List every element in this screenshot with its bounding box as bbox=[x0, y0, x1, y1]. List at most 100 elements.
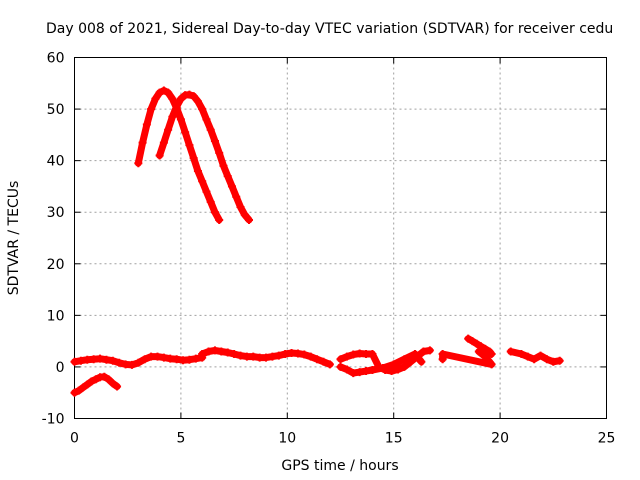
series-trace bbox=[156, 91, 253, 224]
y-tick-label: 50 bbox=[47, 102, 65, 118]
data-point-marker bbox=[523, 352, 532, 361]
x-tick-label: 15 bbox=[385, 431, 403, 447]
data-point-marker bbox=[313, 355, 322, 364]
x-tick-label: 20 bbox=[491, 431, 509, 447]
y-tick-label: 20 bbox=[47, 257, 65, 273]
data-point-marker bbox=[223, 348, 232, 357]
data-point-marker bbox=[102, 355, 111, 364]
data-point-marker bbox=[70, 388, 79, 397]
series-arc-1 bbox=[134, 86, 224, 224]
series-baseline-a bbox=[70, 352, 207, 369]
data-point-marker bbox=[368, 350, 377, 359]
data-point-marker bbox=[155, 151, 164, 160]
data-point-marker bbox=[336, 362, 345, 371]
data-point-marker bbox=[83, 380, 92, 389]
series-baseline-e bbox=[438, 334, 496, 369]
y-tick-label: 10 bbox=[47, 308, 65, 324]
data-point-marker bbox=[189, 154, 198, 163]
data-point-marker bbox=[176, 94, 185, 103]
data-point-marker bbox=[159, 86, 168, 95]
data-point-marker bbox=[168, 94, 177, 103]
data-point-marker bbox=[153, 352, 162, 361]
data-point-marker bbox=[400, 362, 409, 371]
plot-frame bbox=[74, 57, 607, 419]
data-point-marker bbox=[138, 138, 147, 147]
series-baseline-b bbox=[198, 346, 334, 369]
data-point-marker bbox=[268, 352, 277, 361]
data-point-marker bbox=[355, 368, 364, 377]
data-series bbox=[70, 86, 564, 397]
data-point-marker bbox=[100, 372, 109, 381]
data-point-marker bbox=[172, 355, 181, 364]
data-point-marker bbox=[185, 90, 194, 99]
data-point-marker bbox=[104, 375, 113, 384]
data-point-marker bbox=[368, 366, 377, 375]
data-point-marker bbox=[198, 177, 207, 186]
data-point-marker bbox=[164, 125, 173, 134]
data-point-marker bbox=[202, 115, 211, 124]
data-point-marker bbox=[362, 367, 371, 376]
data-point-marker bbox=[191, 354, 200, 363]
data-point-marker bbox=[232, 192, 241, 201]
data-point-marker bbox=[155, 88, 164, 97]
data-point-marker bbox=[142, 120, 151, 129]
data-point-marker bbox=[438, 355, 447, 364]
data-point-marker bbox=[164, 88, 173, 97]
axis-tick-labels: 0 5 10 15 20 25 -10 0 10 20 30 40 50 60 bbox=[42, 51, 616, 447]
data-point-marker bbox=[481, 352, 490, 361]
data-point-marker bbox=[108, 356, 117, 365]
data-point-marker bbox=[393, 365, 402, 374]
data-point-marker bbox=[198, 350, 207, 359]
data-point-marker bbox=[206, 197, 215, 206]
data-point-marker bbox=[325, 360, 334, 369]
data-point-marker bbox=[215, 148, 224, 157]
data-point-marker bbox=[555, 356, 564, 365]
series-arc-3 bbox=[70, 372, 122, 397]
data-point-marker bbox=[417, 357, 426, 366]
data-point-marker bbox=[198, 105, 207, 114]
data-point-marker bbox=[472, 339, 481, 348]
data-point-marker bbox=[517, 350, 526, 359]
data-point-marker bbox=[425, 346, 434, 355]
data-point-marker bbox=[262, 353, 271, 362]
data-point-marker bbox=[542, 355, 551, 364]
data-point-marker bbox=[210, 208, 219, 217]
x-tick-label: 25 bbox=[598, 431, 616, 447]
data-point-marker bbox=[410, 350, 419, 359]
chart-title: Day 008 of 2021, Sidereal Day-to-day VTE… bbox=[46, 21, 613, 37]
y-tick-label: -10 bbox=[42, 412, 65, 428]
data-point-marker bbox=[223, 172, 232, 181]
data-point-marker bbox=[274, 351, 283, 360]
data-point-marker bbox=[74, 386, 83, 395]
data-point-marker bbox=[115, 358, 124, 367]
x-tick-label: 10 bbox=[278, 431, 296, 447]
data-point-marker bbox=[215, 215, 224, 224]
y-axis-label: SDTVAR / TECUs bbox=[6, 181, 22, 296]
data-point-marker bbox=[185, 355, 194, 364]
data-point-marker bbox=[349, 369, 358, 378]
data-point-marker bbox=[204, 347, 213, 356]
data-point-marker bbox=[108, 379, 117, 388]
data-point-marker bbox=[400, 355, 409, 364]
series-arc-2 bbox=[155, 90, 253, 224]
data-point-marker bbox=[549, 357, 558, 366]
data-point-marker bbox=[536, 351, 545, 360]
data-point-marker bbox=[70, 357, 79, 366]
data-point-marker bbox=[227, 182, 236, 191]
data-point-marker bbox=[193, 166, 202, 175]
data-point-marker bbox=[336, 355, 345, 364]
data-point-marker bbox=[306, 352, 315, 361]
data-point-marker bbox=[349, 350, 358, 359]
data-point-marker bbox=[151, 94, 160, 103]
data-point-marker bbox=[185, 141, 194, 150]
data-point-marker bbox=[87, 377, 96, 386]
data-point-marker bbox=[468, 337, 477, 346]
data-point-marker bbox=[134, 159, 143, 168]
data-point-marker bbox=[281, 350, 290, 359]
data-point-marker bbox=[481, 344, 490, 353]
data-point-marker bbox=[244, 215, 253, 224]
data-point-marker bbox=[293, 349, 302, 358]
data-point-marker bbox=[113, 382, 122, 391]
data-point-marker bbox=[206, 125, 215, 134]
data-point-marker bbox=[419, 347, 428, 356]
